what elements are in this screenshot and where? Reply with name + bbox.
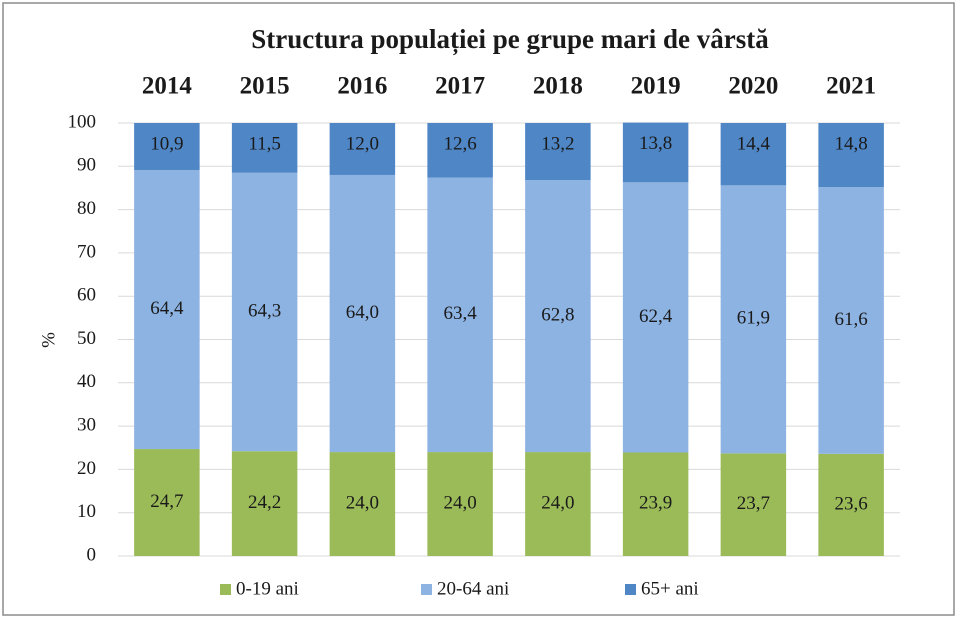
bar-segment (622, 182, 689, 453)
legend-swatch (625, 584, 636, 595)
bar-segment (329, 123, 396, 175)
y-tick-label: 80 (77, 198, 96, 219)
value-label: 64,4 (150, 298, 184, 319)
bar-segment (134, 170, 200, 450)
y-axis-label: % (38, 332, 59, 348)
bar-segment (525, 452, 591, 556)
value-label: 10,9 (150, 133, 183, 154)
value-label: 61,9 (737, 308, 770, 329)
bar-segment (818, 187, 884, 454)
legend-label: 65+ ani (641, 578, 699, 599)
value-label: 64,3 (248, 300, 281, 321)
y-tick-label: 50 (77, 328, 96, 349)
y-tick-label: 90 (77, 155, 96, 176)
bar-segment (134, 123, 200, 171)
bar-segment (231, 123, 298, 173)
value-label: 62,8 (541, 304, 574, 325)
bar-segment (720, 123, 787, 186)
x-tick-label: 2016 (337, 73, 387, 100)
value-label: 23,9 (639, 493, 672, 514)
y-tick-label: 60 (77, 285, 96, 306)
value-label: 23,7 (737, 493, 770, 514)
bar-segment (525, 123, 591, 181)
x-tick-label: 2015 (240, 73, 290, 100)
bar-segment (231, 172, 298, 452)
bar-segment (427, 123, 493, 178)
value-label: 64,0 (346, 302, 379, 323)
y-tick-label: 30 (77, 414, 96, 435)
value-label: 13,2 (541, 133, 574, 154)
value-label: 62,4 (639, 306, 673, 327)
bar-segment (231, 451, 298, 556)
y-tick-label: 20 (77, 458, 96, 479)
bar-segment (818, 123, 884, 188)
value-label: 24,0 (541, 492, 574, 513)
value-label: 61,6 (835, 309, 868, 330)
x-tick-label: 2018 (533, 73, 583, 100)
y-tick-label: 40 (77, 371, 96, 392)
legend-label: 20-64 ani (437, 578, 509, 599)
bar-segment (329, 452, 396, 556)
y-tick-label: 10 (77, 501, 96, 522)
value-label: 24,0 (346, 492, 379, 513)
bar-segment (720, 185, 787, 454)
x-tick-label: 2014 (142, 73, 193, 100)
bar-segment (720, 453, 787, 556)
bar-segment (622, 122, 689, 183)
y-tick-label: 100 (68, 111, 97, 132)
value-label: 12,6 (444, 133, 477, 154)
value-label: 14,8 (835, 133, 868, 154)
bar-segment (622, 452, 689, 556)
bar-segment (427, 452, 493, 556)
x-tick-label: 2021 (826, 73, 876, 100)
chart-title: Structura populației pe grupe mari de vâ… (251, 24, 769, 55)
bar-segment (525, 180, 591, 453)
x-tick-label: 2020 (728, 73, 778, 100)
value-label: 23,6 (835, 493, 868, 514)
legend-swatch (220, 584, 231, 595)
value-label: 63,4 (444, 303, 478, 324)
value-label: 13,8 (639, 133, 672, 154)
y-tick-label: 0 (87, 544, 97, 565)
value-label: 14,4 (737, 133, 771, 154)
bar-segment (818, 453, 884, 556)
value-label: 12,0 (346, 133, 379, 154)
value-label: 11,5 (248, 133, 281, 154)
bar-segment (427, 177, 493, 453)
value-label: 24,2 (248, 492, 281, 513)
y-tick-label: 70 (77, 241, 96, 262)
value-label: 24,0 (444, 492, 477, 513)
legend-swatch (421, 584, 432, 595)
x-tick-label: 2017 (435, 73, 485, 100)
legend-label: 0-19 ani (236, 578, 299, 599)
bar-segment (329, 174, 396, 453)
bar-segment (134, 449, 200, 556)
x-tick-label: 2019 (631, 73, 681, 100)
value-label: 24,7 (150, 491, 183, 512)
